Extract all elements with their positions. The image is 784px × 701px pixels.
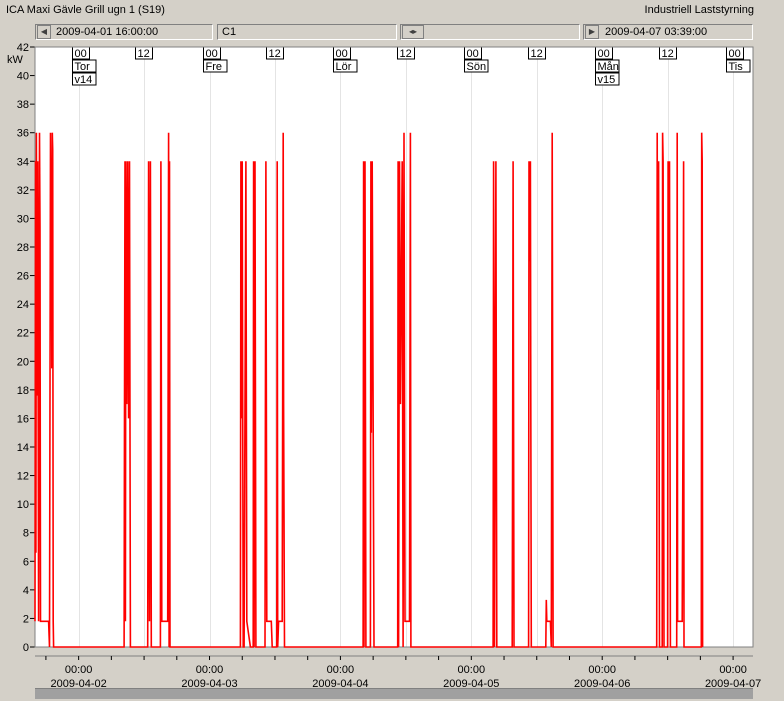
y-tick-label: 38 [17,99,29,111]
marker-label: 00 [729,48,741,60]
end-time-box [583,24,753,40]
y-tick-label: 26 [17,271,29,283]
y-tick-label: 28 [17,242,29,254]
y-tick-label: 12 [17,471,29,483]
marker-label: Fre [206,61,223,73]
last-page-icon[interactable]: ▶ [585,25,599,39]
y-tick-label: 42 [17,42,29,54]
first-page-icon[interactable]: ◀ [37,25,51,39]
x-tick-time: 00:00 [65,664,93,676]
marker-box [333,59,358,73]
series-line [34,132,704,648]
x-tick-date: 2009-04-05 [443,678,499,690]
marker-label: 00 [206,48,218,60]
x-tick-date: 2009-04-02 [50,678,106,690]
y-tick-label: 20 [17,356,29,368]
y-tick-label: 40 [17,71,29,83]
start-time-box [35,24,213,40]
marker-label: 12 [662,48,674,60]
start-time-label: 2009-04-01 16:00:00 [56,26,159,38]
plot-frame [34,46,754,648]
y-tick-label: 30 [17,213,29,225]
y-tick-label: 8 [23,528,29,540]
marker-label: Sön [467,61,487,73]
marker-label: v15 [598,74,616,86]
y-tick-label: 34 [17,156,29,168]
marker-label: Mån [598,61,619,73]
channel-label[interactable]: C1 [222,26,237,38]
y-tick-label: 10 [17,499,29,511]
marker-label: 12 [269,48,281,60]
marker-box [72,59,97,73]
marker-box [203,59,228,73]
y-tick-label: 32 [17,185,29,197]
marker-label: 00 [75,48,87,60]
pan-icon[interactable]: ◂▸ [402,25,424,39]
plot-area [35,47,753,647]
marker-box [464,59,489,73]
x-tick-time: 00:00 [719,664,747,676]
x-tick-time: 00:00 [588,664,616,676]
x-tick-date: 2009-04-06 [574,678,630,690]
marker-box [595,72,620,86]
y-tick-label: 36 [17,128,29,140]
marker-label: 12 [138,48,150,60]
marker-label: v14 [75,74,93,86]
y-tick-label: 22 [17,328,29,340]
marker-label: 00 [467,48,479,60]
y-tick-label: 14 [17,442,29,454]
y-axis-label: kW [7,54,24,66]
y-tick-label: 18 [17,385,29,397]
marker-label: Tor [75,61,91,73]
pan-control[interactable] [400,24,580,40]
marker-label: 12 [531,48,543,60]
marker-label: Lör [336,61,352,73]
x-tick-time: 00:00 [458,664,486,676]
channel-box[interactable] [217,24,397,40]
y-tick-label: 6 [23,556,29,568]
window-title: ICA Maxi Gävle Grill ugn 1 (S19) [6,4,165,16]
time-scrollbar[interactable] [35,688,753,699]
x-tick-date: 2009-04-04 [312,678,368,690]
marker-label: Tis [729,61,744,73]
y-tick-label: 4 [23,585,29,597]
marker-label: 00 [598,48,610,60]
window-subtitle: Industriell Laststyrning [644,4,754,16]
x-tick-time: 00:00 [327,664,355,676]
marker-box [726,59,751,73]
marker-box [595,59,620,73]
x-tick-time: 00:00 [196,664,224,676]
marker-box [72,72,97,86]
x-tick-date: 2009-04-07 [705,678,761,690]
x-tick-date: 2009-04-03 [181,678,237,690]
y-tick-label: 24 [17,299,29,311]
marker-label: 00 [336,48,348,60]
marker-label: 12 [400,48,412,60]
end-time-label: 2009-04-07 03:39:00 [605,26,708,38]
y-tick-label: 2 [23,613,29,625]
y-tick-label: 0 [23,642,29,654]
y-tick-label: 16 [17,413,29,425]
